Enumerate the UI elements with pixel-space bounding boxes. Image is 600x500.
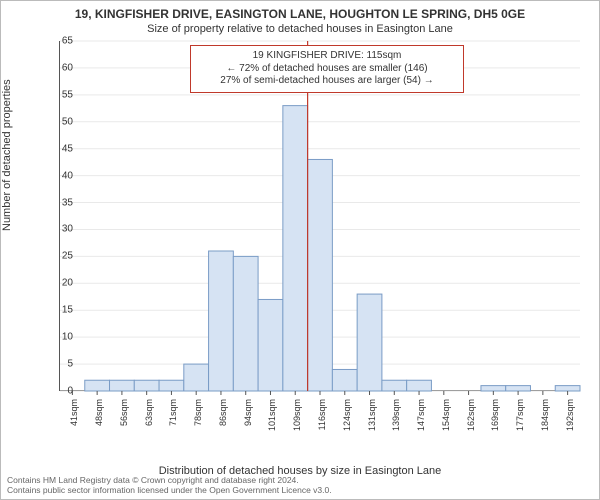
x-tick: 41sqm [69, 399, 79, 449]
y-tick: 40 [55, 170, 73, 181]
x-tick: 86sqm [218, 399, 228, 449]
x-tick: 192sqm [565, 399, 575, 449]
bar [134, 380, 159, 391]
y-tick: 20 [55, 278, 73, 289]
x-tick: 116sqm [317, 399, 327, 449]
y-tick: 30 [55, 224, 73, 235]
histogram-svg [60, 41, 580, 391]
annotation-line3: 27% of semi-detached houses are larger (… [197, 75, 457, 88]
y-tick: 15 [55, 305, 73, 316]
y-tick: 65 [55, 36, 73, 47]
bar [308, 159, 333, 391]
x-tick: 147sqm [416, 399, 426, 449]
x-tick: 124sqm [342, 399, 352, 449]
bar [357, 294, 382, 391]
bar [382, 380, 407, 391]
x-tick: 154sqm [441, 399, 451, 449]
x-tick: 63sqm [144, 399, 154, 449]
bar [407, 380, 432, 391]
chart-subtitle: Size of property relative to detached ho… [1, 23, 599, 35]
bar [258, 299, 283, 391]
x-tick: 78sqm [193, 399, 203, 449]
chart-title-address: 19, KINGFISHER DRIVE, EASINGTON LANE, HO… [1, 7, 599, 21]
y-tick: 25 [55, 251, 73, 262]
plot-area: 19 KINGFISHER DRIVE: 115sqm ← 72% of det… [59, 41, 579, 391]
bar [283, 106, 308, 391]
y-axis-label: Number of detached properties [1, 79, 13, 231]
y-tick: 50 [55, 116, 73, 127]
bar [481, 386, 506, 391]
chart-container: 19, KINGFISHER DRIVE, EASINGTON LANE, HO… [0, 0, 600, 500]
annotation-line1: 19 KINGFISHER DRIVE: 115sqm [197, 50, 457, 63]
y-tick: 55 [55, 89, 73, 100]
bar [506, 386, 531, 391]
y-tick: 45 [55, 143, 73, 154]
bar [555, 386, 580, 391]
bar [233, 256, 258, 391]
annotation-line2: ← 72% of detached houses are smaller (14… [197, 63, 457, 76]
bar [184, 364, 209, 391]
x-tick: 162sqm [466, 399, 476, 449]
y-tick: 35 [55, 197, 73, 208]
x-tick: 131sqm [367, 399, 377, 449]
y-tick: 5 [55, 359, 73, 370]
y-tick: 10 [55, 332, 73, 343]
x-tick: 184sqm [540, 399, 550, 449]
x-tick: 109sqm [292, 399, 302, 449]
x-tick: 71sqm [168, 399, 178, 449]
footer-attribution: Contains HM Land Registry data © Crown c… [7, 476, 593, 495]
bar [209, 251, 234, 391]
x-tick: 56sqm [119, 399, 129, 449]
bar [85, 380, 110, 391]
annotation-box: 19 KINGFISHER DRIVE: 115sqm ← 72% of det… [190, 45, 464, 93]
x-tick: 169sqm [490, 399, 500, 449]
bar [110, 380, 135, 391]
y-tick: 60 [55, 62, 73, 73]
bar [159, 380, 184, 391]
y-tick: 0 [55, 386, 73, 397]
footer-line2: Contains public sector information licen… [7, 485, 332, 495]
x-tick: 139sqm [391, 399, 401, 449]
bar [332, 369, 357, 391]
x-tick: 101sqm [267, 399, 277, 449]
x-tick: 177sqm [515, 399, 525, 449]
x-tick: 48sqm [94, 399, 104, 449]
x-tick: 94sqm [243, 399, 253, 449]
